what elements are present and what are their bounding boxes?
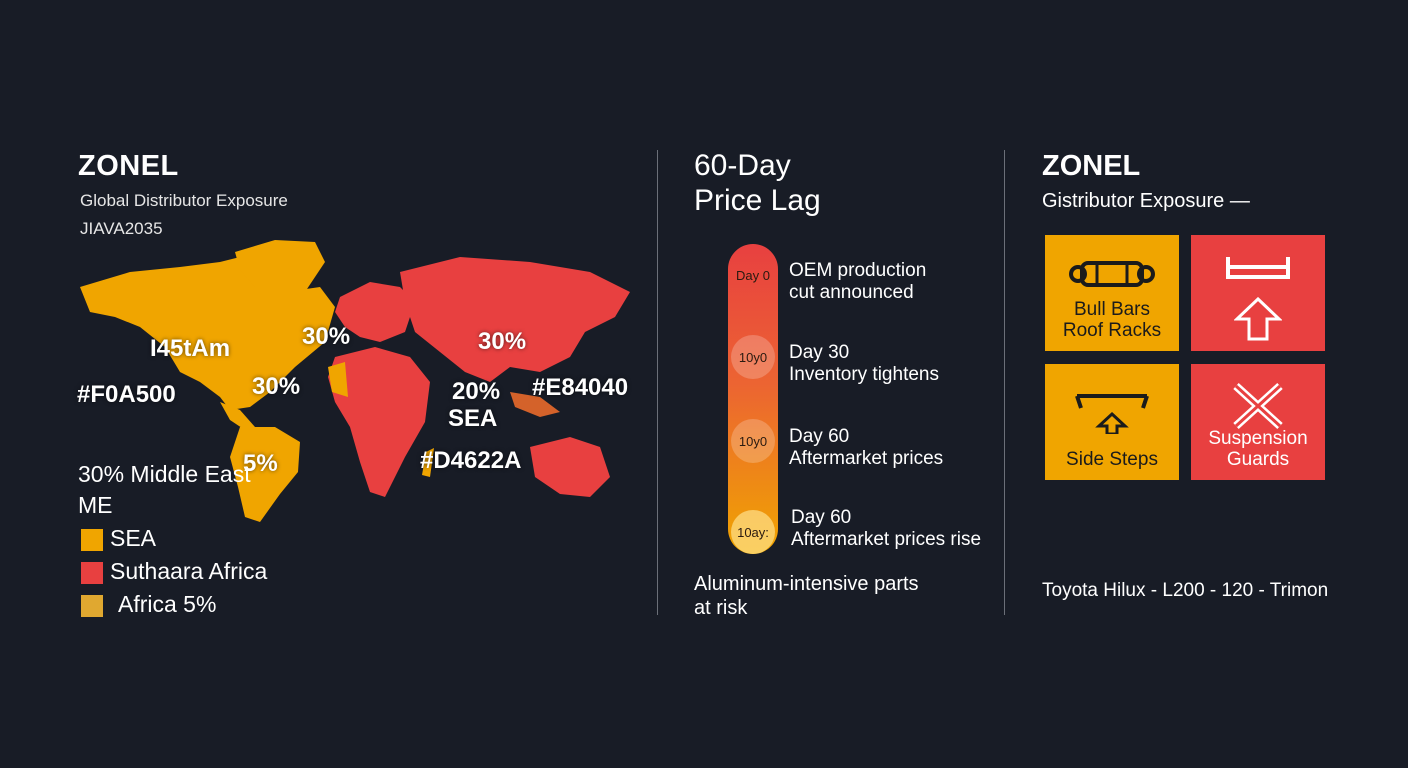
step-3-line2: Aftermarket prices rise: [791, 529, 982, 550]
tile-side-steps-label: Side Steps: [1066, 449, 1158, 470]
legend-line-middle-east: 30% Middle East: [78, 461, 251, 487]
tile-suspension-line1: Suspension: [1208, 428, 1308, 449]
map-label-sea: SEA: [448, 405, 498, 432]
tile-bull-bars: Bull Bars Roof Racks: [1045, 235, 1179, 351]
divider-right: [1004, 150, 1005, 615]
map-europe: [335, 282, 415, 342]
legend-swatch-yellow: [81, 529, 103, 551]
map-australia: [530, 437, 610, 497]
divider-left: [657, 150, 658, 615]
map-label-pct-east: 30%: [478, 328, 527, 355]
map-central-america: [220, 402, 255, 432]
timeline-badge-2: 10y0: [731, 419, 775, 463]
legend-line-me: ME: [78, 492, 113, 518]
step-0-line2: cut announced: [789, 282, 914, 303]
arrow-up-icon: [1234, 297, 1282, 341]
timeline-step-3: Day 60 Aftermarket prices rise: [791, 507, 981, 551]
map-sea-islands: [510, 392, 560, 417]
price-lag-timeline: Day 0 10y0 10y0 10ay:: [728, 244, 778, 554]
legend-swatch-red: [81, 562, 103, 584]
map-asia: [400, 257, 630, 382]
map-label-north-america: I45tAm: [150, 335, 231, 362]
panel3-footer: Toyota Hilux - L200 - 120 - Trimon: [1042, 580, 1329, 601]
step-1-line1: Day 30: [789, 342, 850, 363]
timeline-step-1: Day 30 Inventory tightens: [789, 342, 939, 386]
panel3-title: ZONEL: [1042, 150, 1141, 182]
timeline-step-2: Day 60 Aftermarket prices: [789, 426, 943, 470]
map-label-pct-sea: 20%: [452, 378, 501, 405]
map-africa-west: [328, 362, 348, 397]
tile-bull-bars-line1: Bull Bars: [1073, 299, 1151, 320]
map-label-hex-red: #E84040: [532, 374, 629, 401]
panel1-title: ZONEL: [78, 150, 179, 182]
map-greenland: [235, 240, 325, 302]
timeline-badge-1: 10y0: [731, 335, 775, 379]
panel2-title-line2: Price Lag: [694, 184, 821, 217]
panel2-title-line1: 60-Day: [694, 149, 791, 182]
bull-bar-icon: [1069, 261, 1155, 287]
tile-bumper: [1191, 235, 1325, 351]
step-0-line1: OEM production: [789, 260, 927, 281]
map-label-pct-south-america: 5%: [243, 450, 278, 477]
tile-suspension-line2: Guards: [1226, 449, 1290, 470]
bumper-arrow-icon: [1226, 257, 1290, 279]
step-3-line1: Day 60: [791, 507, 852, 528]
panel2-footer-line2: at risk: [694, 597, 748, 619]
legend-swatch-orange: [81, 595, 103, 617]
map-south-america: [230, 427, 300, 522]
step-2-line1: Day 60: [789, 426, 850, 447]
map-label-pct-west: 30%: [252, 373, 301, 400]
tile-bull-bars-line2: Roof Racks: [1062, 320, 1162, 341]
timeline-step-0: OEM production cut announced: [789, 260, 926, 304]
map-africa: [328, 347, 430, 497]
panel1-subtitle-code: JIAVA2035: [80, 219, 163, 238]
panel2-title: 60-Day Price Lag: [694, 148, 821, 218]
world-map: [80, 240, 630, 522]
timeline-badge-0: Day 0: [736, 267, 770, 283]
panel1-subtitle: Global Distributor Exposure: [80, 191, 288, 210]
map-madagascar: [422, 448, 434, 477]
tile-suspension: Suspension Guards: [1191, 364, 1325, 480]
panel3-subtitle: Gistributor Exposure —: [1042, 190, 1250, 212]
map-label-hex-orange: #D4622A: [420, 447, 522, 474]
timeline-badge-3: 10ay:: [731, 510, 775, 554]
map-label-hex-yellow: #F0A500: [77, 381, 176, 408]
legend-label-sea: SEA: [110, 525, 157, 551]
legend-label-africa: Africa 5%: [118, 591, 217, 617]
panel2-footer-line1: Aluminum-intensive parts: [694, 573, 919, 595]
side-step-icon: [1075, 394, 1149, 434]
legend-label-africa-sub: Suthaara Africa: [110, 558, 268, 584]
step-2-line2: Aftermarket prices: [789, 448, 944, 469]
crossed-tools-icon: [1233, 383, 1283, 429]
tile-side-steps: Side Steps: [1045, 364, 1179, 480]
step-1-line2: Inventory tightens: [789, 364, 939, 385]
map-label-pct-north: 30%: [302, 323, 351, 350]
panel2-footer: Aluminum-intensive parts at risk: [694, 572, 919, 620]
